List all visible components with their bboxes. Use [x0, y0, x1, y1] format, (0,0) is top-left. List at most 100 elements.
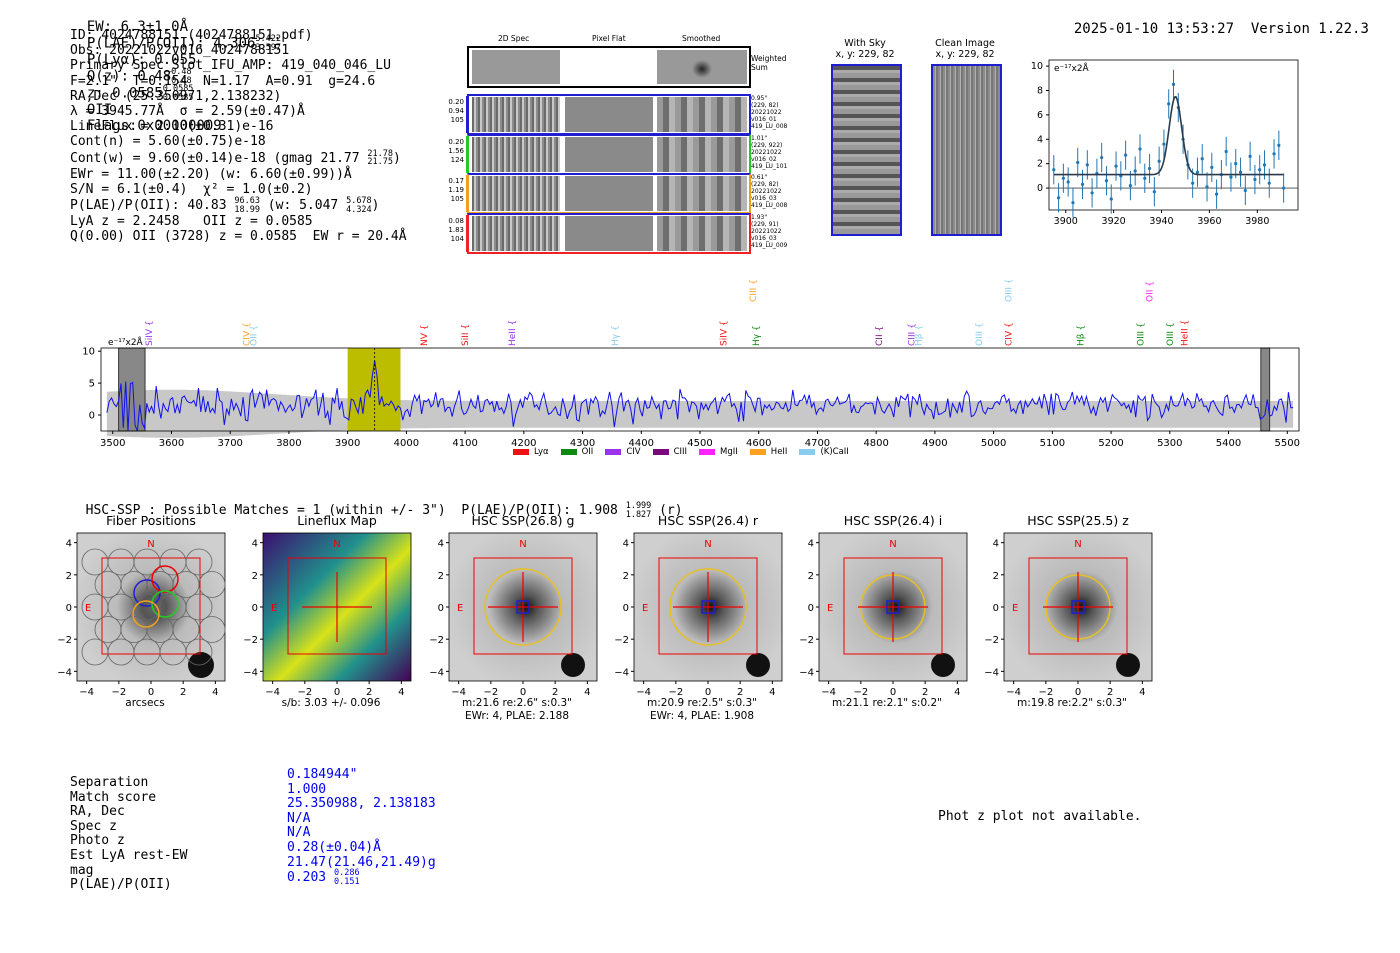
hsc-bright-star [931, 653, 955, 677]
line-fit-ytick-label: 4 [1037, 134, 1043, 145]
spectrum-xtick-label: 5500 [1275, 438, 1300, 449]
spectrum-xtick-label: 4600 [746, 438, 771, 449]
match-value: N/A [287, 810, 311, 826]
spectrum-line-label: SiII { [461, 324, 471, 346]
info-sn: S/N = 6.1(±0.4) χ² = 1.0(±0.2) [70, 181, 313, 197]
info-q: Q(0.00) OII (3728) z = 0.0585 EW r = 20.… [70, 229, 407, 245]
weighted-sum-label: Weighted Sum [751, 54, 787, 72]
spectrum-xtick-label: 5300 [1157, 438, 1182, 449]
match-value: N/A [287, 825, 311, 841]
spectrum-unit: e⁻¹⁷x2Å [108, 336, 144, 348]
hsc-panel-title: HSC SSP(26.4) i [843, 513, 943, 528]
fiber-highlight [151, 590, 179, 618]
spectrum-xtick-label: 5100 [1040, 438, 1065, 449]
hsc-panel: N E −4 −4 −2 −2 0 0 2 2 4 4 [57, 532, 226, 698]
hsc-panel-title: HSC SSP(26.4) r [657, 513, 759, 528]
line-fit-point [1229, 175, 1233, 179]
line-fit-point [1104, 179, 1109, 183]
hsc-panel: N E −4 −4 −2 −2 0 0 2 2 4 4 [614, 532, 783, 698]
line-fit-chart: e⁻¹⁷x2Å 3900 3920 3940 3960 3980 0 2 4 6 8 10 [1031, 59, 1299, 227]
hsc-bright-star [1116, 653, 1140, 677]
line-fit-point [1090, 191, 1094, 195]
line-fit-point [1243, 188, 1247, 193]
spectrum-xtick-label: 4400 [629, 438, 654, 449]
hsc-xtick-label: 0 [705, 687, 711, 698]
cutout-2d-tile [472, 176, 560, 211]
hsc-xtick-label: 4 [584, 687, 590, 698]
spectrum-xtick-label: 3700 [217, 438, 242, 449]
with-sky-title: With Sky x, y: 229, 82 [835, 38, 895, 60]
spectrum-line-label: CIII { [749, 280, 759, 302]
spectrum-line-label: OIII { [1004, 280, 1014, 302]
hsc-xtick-label: 2 [922, 687, 928, 698]
cutout-row-marker [466, 214, 469, 252]
line-fit-point [1191, 181, 1195, 185]
line-fit-ytick-label: 2 [1037, 159, 1043, 170]
hsc-xtick-label: 2 [180, 687, 186, 698]
line-fit-ytick-label: 10 [1031, 61, 1043, 72]
header-timestamp: 2025-01-10 13:53:27 Version 1.22.3 [1057, 5, 1369, 37]
line-fit-point [1143, 176, 1147, 180]
line-fit-axes: 3900 3920 3940 3960 3980 0 2 4 6 8 10 [1031, 61, 1298, 227]
line-fit-xtick-label: 3940 [1149, 216, 1173, 227]
spectrum-chart: SiIV {CIV {OII {NV {SiII {HeII {Hγ {SiIV… [82, 280, 1300, 449]
hsc-xtick-label: 4 [1139, 687, 1145, 698]
info-lineflux: LineFlux = 2.10(±0.31)e-16 [70, 119, 274, 135]
hsc-xtick-label: −2 [668, 687, 683, 698]
cutout-row-meta: 1.01" (229, 922) 20221022 v016_02 419_LU_101 [751, 134, 788, 170]
line-fit-point [1056, 196, 1061, 200]
hsc-ytick-label: −2 [799, 635, 814, 646]
hsc-xtick-label: 2 [1107, 687, 1113, 698]
hsc-panel-title: Fiber Positions [106, 513, 196, 528]
hsc-panel: N E −4 −4 −2 −2 0 0 2 2 4 4 [243, 532, 412, 698]
hsc-ytick-label: 2 [438, 571, 444, 582]
line-fit-point [1282, 186, 1286, 190]
hsc-summary-text: HSC-SSP : Possible Matches = 1 (within +… [85, 503, 618, 518]
hsc-ytick-label: −2 [429, 635, 444, 646]
hsc-east-label: E [457, 603, 463, 614]
hsc-xtick-label: 0 [520, 687, 526, 698]
line-fit-point [1157, 159, 1161, 163]
legend-label: MgII [720, 447, 738, 457]
spectrum-line-label: SiIV { [145, 320, 155, 346]
with-sky-image [831, 64, 902, 236]
hsc-ytick-label: 2 [993, 571, 999, 582]
line-fit-point [1109, 197, 1113, 201]
line-fit-point [1195, 170, 1200, 174]
cutout-flat-tile [565, 97, 653, 132]
info-fwhm: F=2.1" T=0.154 N=1.17 A=0.91 g=24.6 [70, 73, 376, 89]
line-fit-point [1214, 192, 1219, 196]
hsc-panel: N E −4 −4 −2 −2 0 0 2 2 4 4 [984, 532, 1153, 698]
hsc-panel-subtitle: m:20.9 re:2.5" s:0.3" [647, 697, 757, 709]
hsc-xtick-label: 0 [890, 687, 896, 698]
line-fit-point [1128, 184, 1133, 188]
spectrum-xtick-label: 4700 [805, 438, 830, 449]
spectrum-xtick-label: 3600 [159, 438, 184, 449]
hsc-ytick-label: 0 [252, 603, 258, 614]
hsc-panel: N E −4 −4 −2 −2 0 0 2 2 4 4 [429, 532, 598, 698]
header-ew: EW: 6.3±1.0Å [86, 19, 189, 35]
legend-item: OII [560, 447, 593, 457]
line-fit-point [1272, 152, 1276, 156]
hsc-ytick-label: −2 [614, 635, 629, 646]
spectrum-line-label: HeII { [1180, 320, 1190, 346]
hsc-xtick-label: 2 [737, 687, 743, 698]
hsc-fiber-marker [701, 600, 715, 614]
info-contw: Cont(w) = 9.60(±0.14)e-18 (gmag 21.77 21… [70, 148, 401, 168]
header-bar: EW: 6.3±1.0Å P(LAE)/P(OII): 4.3065.422 3.… [86, 19, 282, 134]
spectrum-xtick-label: 4000 [394, 438, 419, 449]
hsc-east-label: E [85, 603, 91, 614]
spectrum-xtick-label: 4900 [922, 438, 947, 449]
spectrum-line-label: OIII { [1136, 322, 1146, 346]
spectrum-line-label: Hβ { [1077, 325, 1087, 346]
hsc-north-label: N [147, 539, 154, 550]
weighted-smoothed-tile [657, 50, 747, 84]
cutout-row-meta: 0.95" (229, 82) 20221022 v016_01 419_LU_008 [751, 95, 788, 130]
col-smoothed: Smoothed [682, 34, 721, 43]
match-value: 0.184944" [287, 767, 358, 782]
hsc-ytick-label: −4 [57, 667, 72, 678]
line-fit-point [1210, 165, 1214, 169]
hsc-xtick-label: 4 [769, 687, 775, 698]
hsc-ytick-label: 4 [252, 539, 258, 550]
hsc-fiber-marker [516, 600, 530, 614]
